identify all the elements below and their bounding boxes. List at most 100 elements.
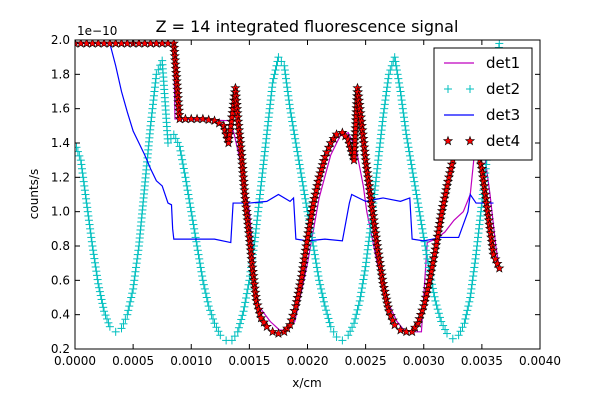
data-point [329,327,338,336]
data-point [86,224,95,233]
data-point [268,78,277,87]
data-point [129,280,138,289]
data-point [395,78,404,87]
data-point [130,272,139,281]
data-point [416,211,425,220]
data-point [364,241,373,250]
data-point [385,310,396,321]
x-tick-label: 0.0015 [228,354,270,368]
legend-swatch-det4 [442,135,454,146]
data-point [398,100,407,109]
data-point [133,254,142,263]
data-point [288,117,297,126]
data-point [125,302,134,311]
data-point [77,164,86,173]
data-point [299,181,308,190]
data-point [416,216,425,225]
data-point [384,74,393,83]
data-point [297,173,306,182]
data-point [320,302,329,311]
data-point [404,143,413,152]
data-point [83,203,92,212]
data-point [390,53,399,62]
y-tick-label: 1.2 [51,170,70,184]
data-point [193,242,202,250]
data-point [313,267,322,276]
data-point [272,61,281,70]
data-point [348,323,357,332]
data-point [471,254,480,263]
data-point [380,104,389,113]
data-point [171,134,180,143]
data-point [287,113,296,122]
data-point [194,250,203,259]
x-tick-label: 0.0005 [112,354,154,368]
data-point [492,258,503,269]
data-point [203,114,214,125]
data-point [465,297,474,306]
data-point [214,327,223,336]
x-tick-label: 0.0000 [54,354,96,368]
data-point [418,224,427,233]
data-point [310,246,319,255]
data-point [84,211,93,220]
data-point [84,216,93,225]
data-point [270,70,279,79]
data-point [349,150,360,161]
y-tick-label: 0.8 [51,239,70,253]
data-point [296,169,305,178]
data-point [458,323,467,332]
data-point [415,207,424,216]
data-point [274,53,283,62]
data-point [338,336,347,345]
data-point [383,305,394,316]
data-point [326,322,335,331]
data-point [350,319,358,328]
data-point [383,83,392,92]
data-point [128,289,137,298]
data-point [352,310,361,319]
y-tick-label: 1.6 [51,102,70,116]
data-point [441,325,450,334]
data-point [131,267,140,276]
x-tick-label: 0.0025 [345,354,387,368]
series-det3 [75,42,494,244]
data-point [354,301,363,310]
data-point [312,259,321,268]
data-point [188,216,197,225]
data-point [212,323,221,332]
data-point [298,177,307,186]
data-point [495,40,504,48]
data-point [277,57,286,66]
data-point [173,138,182,147]
data-point [90,254,99,263]
data-point [399,113,408,122]
data-point [397,91,406,100]
legend-swatch-det2 [444,85,452,93]
data-point [75,143,81,152]
data-point [129,284,138,293]
data-point [291,139,300,147]
data-point [359,275,368,284]
data-point [187,207,196,216]
data-point [121,315,130,324]
data-point [358,279,367,288]
data-point [195,259,204,268]
data-point [187,211,196,220]
data-point [349,138,360,149]
data-point [80,186,89,195]
data-point [411,181,420,190]
data-point [490,253,501,264]
data-point [410,177,419,186]
data-point [393,70,402,79]
data-point [318,289,327,298]
data-point [395,83,404,92]
data-point [294,156,303,165]
data-point [209,314,218,323]
data-point [314,272,323,281]
data-point [286,104,295,113]
data-point [134,246,143,255]
data-point [360,266,369,275]
data-point [195,254,204,263]
data-point [290,130,299,139]
